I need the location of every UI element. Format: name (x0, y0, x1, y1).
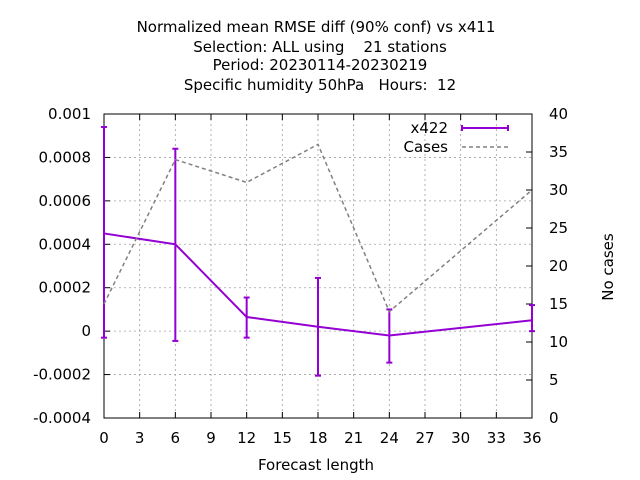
y-tick-label: 0.0006 (39, 192, 92, 210)
x-tick-label: 21 (344, 429, 363, 447)
x-tick-label: 9 (206, 429, 216, 447)
title-line-1: Normalized mean RMSE diff (90% conf) vs … (137, 18, 496, 36)
y2-tick-label: 30 (549, 181, 568, 199)
chart-title: Normalized mean RMSE diff (90% conf) vs … (137, 18, 496, 94)
y2-tick-label: 15 (549, 295, 568, 313)
y2-axis-ticks: 40 35 30 25 20 15 10 5 0 (526, 105, 568, 427)
y-axis-ticks: 0.001 0.0008 0.0006 0.0004 0.0002 0 -0.0002 -0.… (33, 105, 110, 427)
x-tick-label: 36 (522, 429, 541, 447)
y2-tick-label: 35 (549, 143, 568, 161)
y2-axis-label: No cases (599, 233, 617, 301)
y2-tick-label: 0 (549, 409, 559, 427)
y-tick-label: -0.0002 (33, 366, 91, 384)
series-cases (103, 143, 533, 313)
y2-tick-label: 40 (549, 105, 568, 123)
title-line-2: Selection: ALL using 21 stations (193, 38, 447, 56)
y2-tick-label: 20 (549, 257, 568, 275)
x-tick-label: 18 (308, 429, 327, 447)
x-axis-ticks: 0 3 6 9 12 15 18 21 24 27 30 33 36 (99, 114, 542, 447)
y2-tick-label: 5 (549, 371, 559, 389)
x-tick-label: 6 (171, 429, 181, 447)
legend-label: Cases (403, 138, 448, 156)
y-tick-label: -0.0004 (33, 409, 91, 427)
title-line-4: Specific humidity 50hPa Hours: 12 (184, 76, 456, 94)
y-tick-label: 0.0004 (39, 235, 92, 253)
x-tick-label: 0 (99, 429, 109, 447)
x-tick-label: 3 (135, 429, 145, 447)
legend-label: x422 (410, 119, 448, 137)
x-axis-label: Forecast length (258, 456, 374, 474)
x-tick-label: 30 (451, 429, 470, 447)
x-tick-label: 27 (415, 429, 434, 447)
x-tick-label: 15 (273, 429, 292, 447)
y2-tick-label: 10 (549, 333, 568, 351)
x-tick-label: 12 (237, 429, 256, 447)
y-tick-label: 0.0008 (39, 148, 92, 166)
y-tick-label: 0 (81, 322, 91, 340)
title-line-3: Period: 20230114-20230219 (213, 56, 428, 74)
x-tick-label: 33 (487, 429, 506, 447)
series-line (103, 143, 533, 313)
x-tick-label: 24 (380, 429, 399, 447)
series-layer (101, 126, 535, 377)
y2-tick-label: 25 (549, 219, 568, 237)
series-line (103, 232, 533, 337)
y-tick-label: 0.0002 (39, 279, 92, 297)
y-tick-label: 0.001 (48, 105, 91, 123)
